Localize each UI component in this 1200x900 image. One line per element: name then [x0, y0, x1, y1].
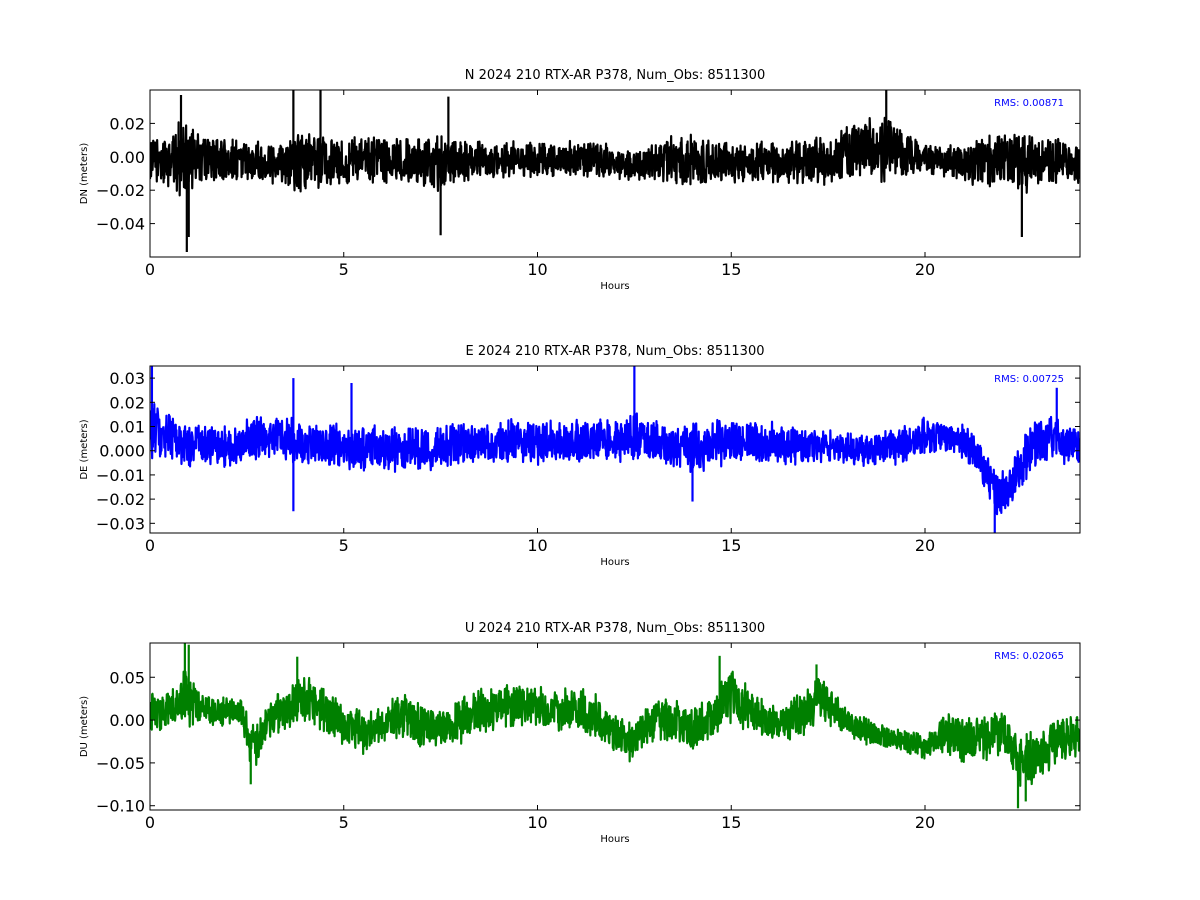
east-xtick-label-1: 5 — [339, 536, 349, 555]
north-xlabel: Hours — [600, 281, 629, 292]
east-xtick-label-0: 0 — [145, 536, 155, 555]
up-rms-label: RMS: 0.02065 — [994, 651, 1064, 662]
north-ytick-label-1: 0.00 — [109, 148, 145, 167]
up-xtick-label-1: 5 — [339, 813, 349, 832]
north-panel: 0 5 10 15 20 0.02 0.00 −0.02 −0.04 N 2024 210 RTX… — [79, 68, 1081, 292]
east-ytick-label-4: −0.01 — [96, 466, 145, 485]
up-ytick-label-0: 0.05 — [109, 668, 145, 687]
east-xtick-label-4: 20 — [915, 536, 935, 555]
north-ylabel: DN (meters) — [79, 143, 90, 205]
east-xtick-label-2: 10 — [527, 536, 547, 555]
up-series-line — [150, 670, 1080, 787]
up-ytick-label-1: 0.00 — [109, 711, 145, 730]
east-rms-label: RMS: 0.00725 — [994, 374, 1064, 385]
north-ytick-label-2: −0.02 — [96, 181, 145, 200]
up-panel: 0 5 10 15 20 0.05 0.00 −0.05 −0.10 U 2024 210 RTX… — [79, 621, 1081, 845]
east-title: E 2024 210 RTX-AR P378, Num_Obs: 8511300 — [466, 344, 765, 359]
east-ytick-label-1: 0.02 — [109, 393, 145, 412]
north-xtick-label-1: 5 — [339, 260, 349, 279]
east-xlabel: Hours — [600, 557, 629, 568]
up-title: U 2024 210 RTX-AR P378, Num_Obs: 8511300 — [465, 621, 765, 636]
north-series-line — [150, 116, 1080, 197]
up-xlabel: Hours — [600, 834, 629, 845]
east-ytick-label-0: 0.03 — [109, 369, 145, 388]
east-panel: 0 5 10 15 20 0.03 0.02 0.01 0.000 −0.01 −0.02 −0.03… — [79, 344, 1081, 568]
east-ytick-label-6: −0.03 — [96, 514, 145, 533]
north-xtick-label-2: 10 — [527, 260, 547, 279]
east-ylabel: DE (meters) — [79, 419, 90, 479]
north-xtick-label-4: 20 — [915, 260, 935, 279]
up-ytick-label-3: −0.10 — [96, 797, 145, 816]
east-ytick-label-5: −0.02 — [96, 490, 145, 509]
east-ytick-label-2: 0.01 — [109, 418, 145, 437]
north-xtick-label-3: 15 — [721, 260, 741, 279]
north-xtick-label-0: 0 — [145, 260, 155, 279]
east-xtick-label-3: 15 — [721, 536, 741, 555]
north-axes-frame — [149, 89, 1081, 258]
east-ytick-label-3: 0.000 — [99, 442, 145, 461]
north-title: N 2024 210 RTX-AR P378, Num_Obs: 8511300 — [465, 68, 765, 83]
east-series-line — [150, 403, 1080, 516]
up-xtick-label-2: 10 — [527, 813, 547, 832]
up-xtick-label-4: 20 — [915, 813, 935, 832]
north-ytick-label-0: 0.02 — [109, 114, 145, 133]
east-axes-frame — [149, 365, 1081, 534]
north-rms-label: RMS: 0.00871 — [994, 98, 1064, 109]
panels: 0 5 10 15 20 0.02 0.00 −0.02 −0.04 N 2024 210 RTX… — [79, 68, 1081, 845]
up-xtick-label-0: 0 — [145, 813, 155, 832]
up-ytick-label-2: −0.05 — [96, 754, 145, 773]
up-ylabel: DU (meters) — [79, 696, 90, 757]
up-axes-frame — [149, 642, 1081, 811]
north-ytick-label-3: −0.04 — [96, 215, 145, 234]
up-xtick-label-3: 15 — [721, 813, 741, 832]
